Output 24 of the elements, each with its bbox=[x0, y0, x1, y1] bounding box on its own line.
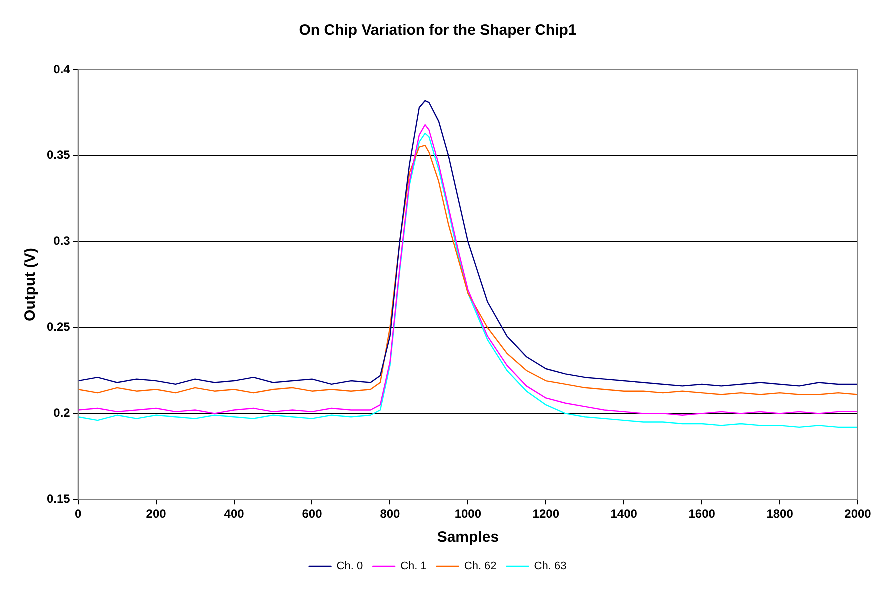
y-tick-label: 0.3 bbox=[54, 234, 71, 248]
x-tick-label: 1400 bbox=[610, 507, 638, 522]
legend-label: Ch. 1 bbox=[400, 560, 427, 573]
y-tick-label: 0.4 bbox=[54, 62, 71, 76]
x-tick-label: 800 bbox=[380, 507, 401, 522]
legend-label: Ch. 62 bbox=[464, 560, 497, 573]
y-tick-label: 0.15 bbox=[46, 492, 71, 506]
y-tick-label: 0.35 bbox=[46, 148, 71, 162]
y-tick-label: 0.2 bbox=[54, 406, 71, 420]
x-tick-label: 400 bbox=[224, 507, 245, 522]
x-tick-label: 0 bbox=[75, 507, 82, 522]
y-axis-title: Output (V) bbox=[22, 248, 40, 322]
y-tick-label: 0.25 bbox=[46, 320, 71, 334]
x-tick-label: 1800 bbox=[766, 507, 794, 522]
x-axis-title: Samples bbox=[437, 529, 500, 546]
x-tick-label: 1000 bbox=[454, 507, 482, 522]
x-tick-label: 600 bbox=[302, 507, 323, 522]
x-tick-label: 1200 bbox=[532, 507, 560, 522]
chart-title: On Chip Variation for the Shaper Chip1 bbox=[299, 22, 577, 40]
x-tick-label: 1600 bbox=[688, 507, 716, 522]
legend-label: Ch. 63 bbox=[534, 560, 567, 573]
legend-label: Ch. 0 bbox=[336, 560, 364, 573]
x-tick-label: 2000 bbox=[844, 507, 872, 522]
x-tick-label: 200 bbox=[146, 507, 167, 522]
